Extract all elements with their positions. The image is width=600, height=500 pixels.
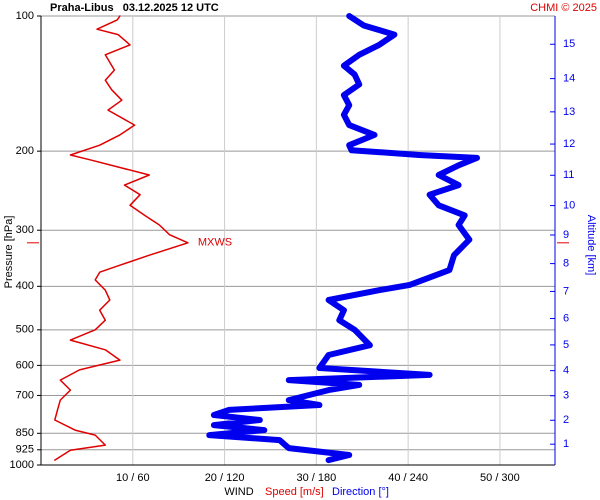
- y2-tick-label: 13: [563, 106, 575, 118]
- y2-tick-label: 12: [563, 138, 575, 150]
- y-tick-label: 200: [16, 145, 34, 157]
- y2-tick-label: 8: [563, 258, 569, 270]
- y2-tick-label: 1: [563, 438, 569, 450]
- y2-tick-label: 11: [563, 169, 574, 181]
- y2-tick-label: 7: [563, 285, 569, 297]
- y2-tick-label: 4: [563, 365, 569, 377]
- x-tick-label: 30 / 180: [296, 472, 336, 484]
- x-tick-label: 40 / 240: [388, 472, 428, 484]
- y2-tick-label: 10: [563, 199, 575, 211]
- x-tick-label: 50 / 300: [480, 472, 520, 484]
- data-line: [206, 13, 480, 464]
- x-tick-label: 20 / 120: [205, 472, 245, 484]
- y-tick-label: 600: [16, 359, 34, 371]
- y-tick-label: 850: [16, 427, 34, 439]
- y2-tick-label: 3: [563, 390, 569, 402]
- y2-axis-label: Altitude [km]: [585, 215, 597, 276]
- y2-tick-label: 15: [563, 38, 575, 50]
- x-tick-label: 10 / 60: [116, 472, 150, 484]
- y-tick-label: 925: [16, 444, 34, 456]
- y2-tick-label: 6: [563, 312, 569, 324]
- y-tick-label: 100: [16, 10, 34, 22]
- legend-label: Direction [°]: [332, 486, 389, 498]
- y2-tick-label: 14: [563, 73, 575, 85]
- y-tick-label: 1000: [10, 459, 34, 471]
- y2-tick-label: 9: [563, 229, 569, 241]
- legend-label: Speed [m/s]: [265, 486, 324, 498]
- y-tick-label: 700: [16, 389, 34, 401]
- credit: CHMI © 2025: [530, 2, 597, 14]
- x-axis-label: WIND: [224, 486, 253, 498]
- y-axis-label: Pressure [hPa]: [3, 216, 15, 289]
- y2-tick-label: 5: [563, 339, 569, 351]
- chart-title: Praha-Libus 03.12.2025 12 UTC: [50, 2, 219, 14]
- annotation: MXWS: [198, 237, 232, 249]
- y-tick-label: 500: [16, 324, 34, 336]
- y-tick-label: 300: [16, 224, 34, 236]
- y2-tick-label: 2: [563, 414, 569, 426]
- y-tick-label: 400: [16, 280, 34, 292]
- data-line: [54, 15, 189, 461]
